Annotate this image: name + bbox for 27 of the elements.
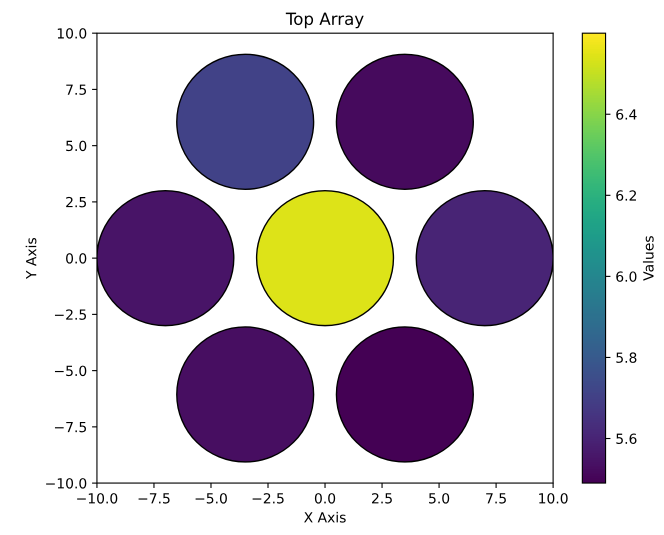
x-tick-label: 5.0 (429, 493, 450, 504)
y-tick-label: −10.0 (46, 478, 86, 489)
color-bar-label: 6.0 (616, 271, 636, 282)
y-tick-label: 7.5 (66, 84, 86, 95)
color-bar-label: 5.8 (616, 352, 636, 363)
y-tick-label: 2.5 (66, 196, 86, 208)
y-axis-title: Y Axis (26, 238, 36, 280)
y-tick-label: −2.5 (54, 309, 86, 320)
x-tick-label: 7.5 (486, 493, 506, 504)
y-tick-label: 5.0 (66, 140, 86, 152)
x-tick-label: 10.0 (539, 493, 568, 504)
x-tick-label: 2.5 (372, 493, 392, 504)
y-tick-label: 0.0 (66, 253, 86, 264)
y-tick-label: 10.0 (58, 28, 86, 39)
x-tick-label: 0.0 (314, 493, 336, 504)
color-bar-label: 6.2 (616, 190, 636, 201)
chart-title: Top Array (286, 12, 364, 28)
x-tick-label: −10.0 (77, 493, 118, 504)
x-tick-label: −7.5 (138, 493, 170, 504)
color-bar-title: Values (642, 236, 654, 281)
x-axis-title: X Axis (304, 512, 346, 523)
color-bar-label: 6.4 (616, 109, 637, 120)
y-tick-label: −5.0 (54, 366, 86, 376)
x-tick-label: −2.5 (252, 493, 284, 504)
x-tick-label: −5.0 (196, 493, 227, 504)
color-bar-label: 5.6 (616, 433, 637, 444)
y-tick-label: −7.5 (54, 422, 86, 432)
